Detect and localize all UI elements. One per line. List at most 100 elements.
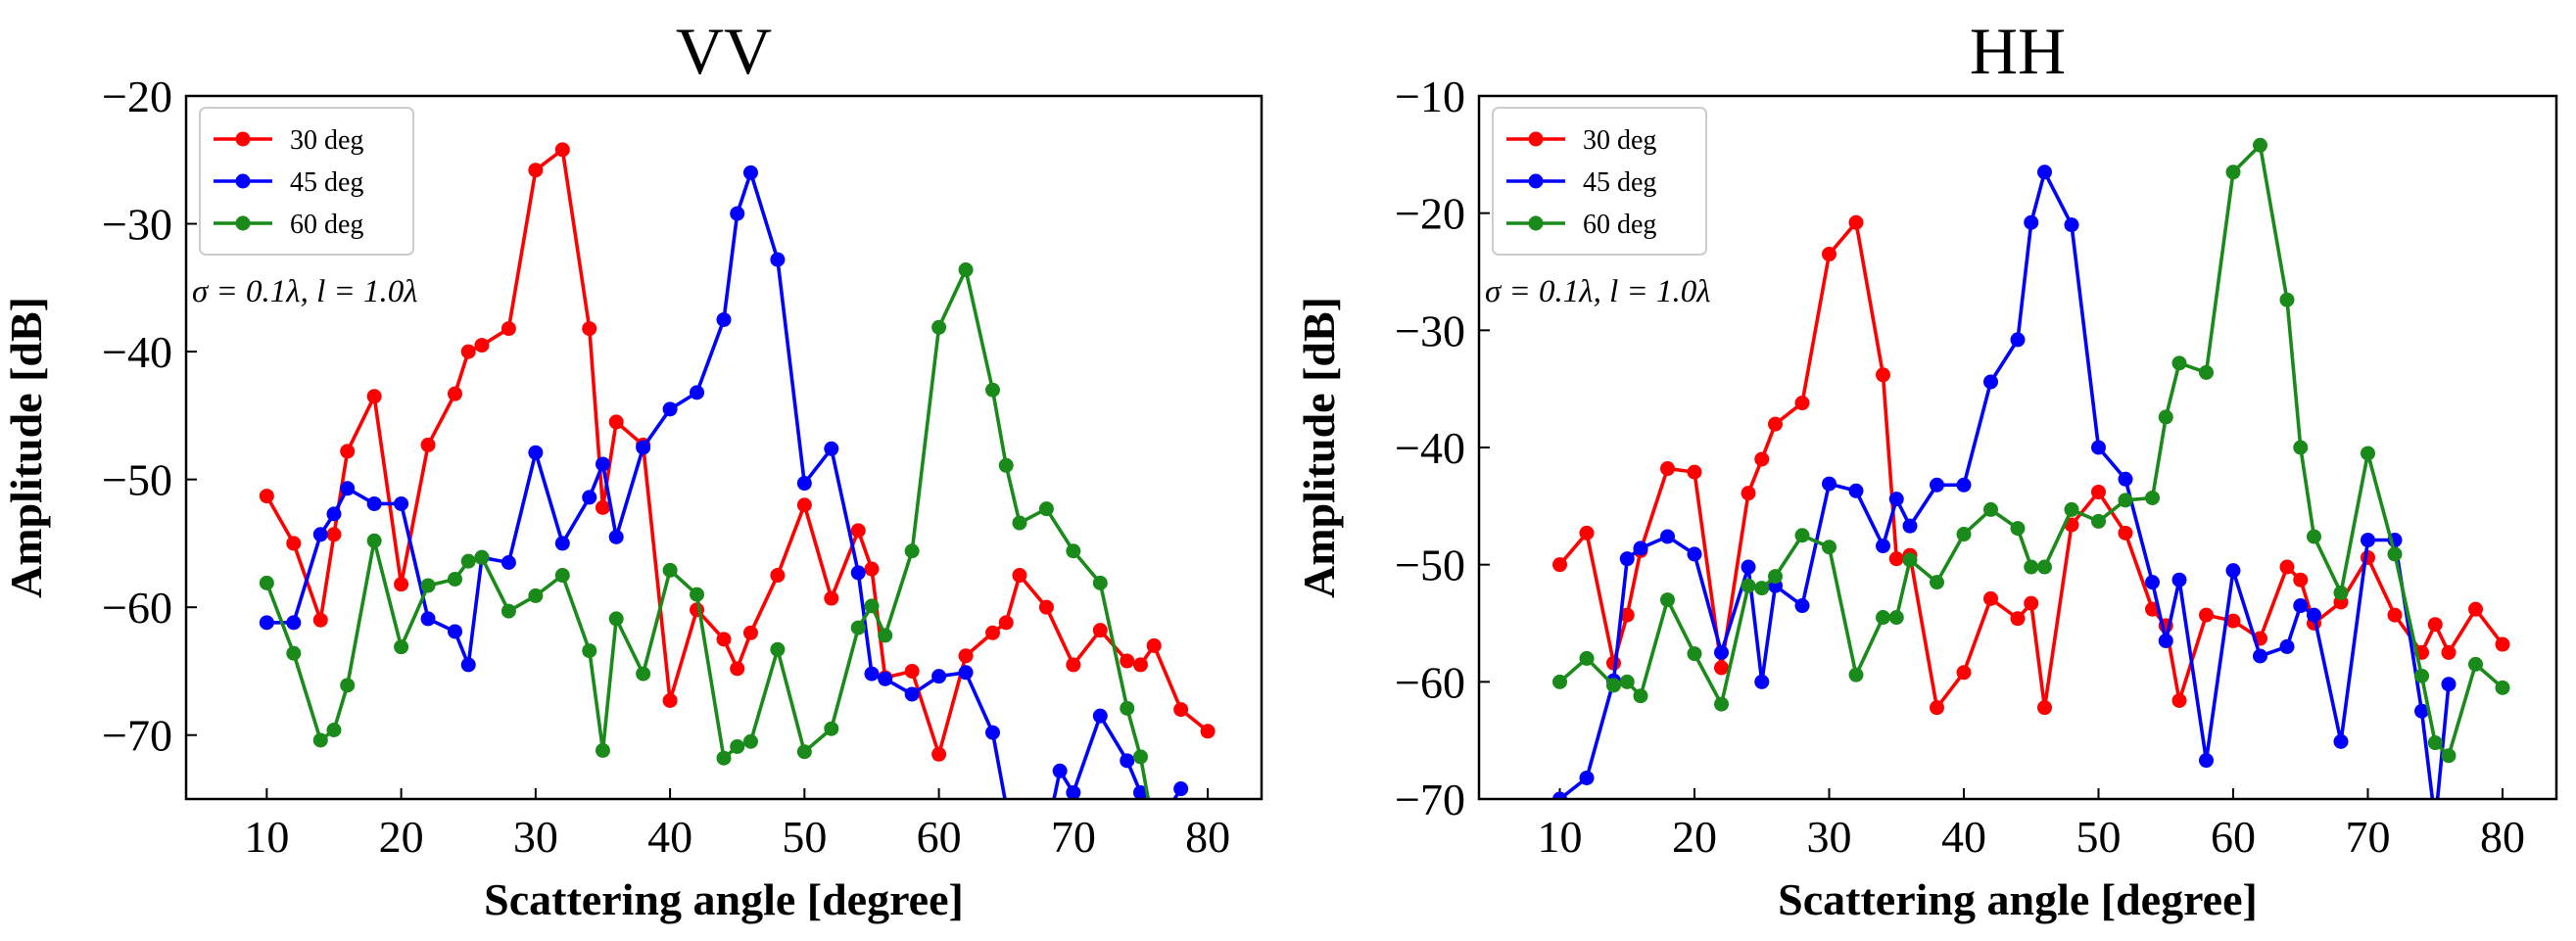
data-point bbox=[1066, 784, 1081, 799]
data-point bbox=[878, 628, 893, 643]
data-point bbox=[2010, 521, 2026, 537]
data-point bbox=[2279, 638, 2295, 654]
data-point bbox=[850, 565, 866, 581]
data-point bbox=[998, 457, 1014, 473]
y-axis-label: Amplitude [dB] bbox=[1294, 297, 1344, 598]
data-point bbox=[2091, 484, 2106, 499]
data-point bbox=[2307, 529, 2321, 544]
data-point bbox=[448, 624, 462, 639]
vv-panel: VV 10 20 30 40 50 60 70 80 −70 −60 −50 −40 −30 −20 Scat… bbox=[1, 14, 1264, 924]
data-point bbox=[662, 562, 678, 578]
series-blue bbox=[259, 165, 1189, 799]
data-point bbox=[1930, 700, 1944, 716]
data-point bbox=[1012, 568, 1027, 584]
x-tick-label: 20 bbox=[379, 812, 424, 862]
data-point bbox=[460, 657, 476, 673]
data-point bbox=[958, 648, 974, 664]
data-point bbox=[528, 163, 544, 178]
data-point bbox=[1714, 696, 1729, 712]
data-point bbox=[2279, 292, 2295, 307]
data-point bbox=[2171, 355, 2187, 371]
data-point bbox=[595, 456, 610, 472]
data-point bbox=[2171, 572, 2187, 588]
x-tick-label: 10 bbox=[1538, 812, 1583, 862]
data-point bbox=[2293, 440, 2309, 455]
legend-label: 30 deg bbox=[1583, 125, 1656, 156]
data-point bbox=[2010, 332, 2026, 348]
data-point bbox=[2118, 493, 2133, 508]
data-point bbox=[366, 495, 382, 511]
data-point bbox=[528, 588, 544, 603]
data-point bbox=[259, 575, 274, 590]
data-point bbox=[716, 632, 732, 647]
data-point bbox=[366, 533, 382, 548]
data-point bbox=[904, 686, 920, 702]
data-point bbox=[1173, 702, 1189, 718]
data-point bbox=[2361, 446, 2375, 461]
data-point bbox=[1660, 529, 1675, 544]
data-point bbox=[2225, 563, 2241, 579]
data-point bbox=[286, 615, 302, 631]
data-point bbox=[608, 414, 624, 430]
legend-swatch-marker bbox=[235, 215, 251, 231]
data-point bbox=[340, 481, 356, 496]
data-point bbox=[1848, 483, 1864, 498]
data-point bbox=[1930, 575, 1944, 590]
data-point bbox=[448, 386, 462, 401]
data-point bbox=[904, 543, 920, 559]
data-point bbox=[2361, 533, 2375, 548]
data-point bbox=[2441, 748, 2457, 764]
data-point bbox=[2199, 607, 2214, 623]
roughness-annotation: σ = 0.1λ, l = 1.0λ bbox=[1485, 274, 1711, 309]
data-point bbox=[2118, 471, 2133, 487]
data-point bbox=[1876, 610, 1890, 626]
data-point bbox=[1660, 461, 1675, 477]
data-point bbox=[1038, 501, 1054, 517]
data-point bbox=[864, 598, 880, 614]
data-point bbox=[1579, 650, 1595, 666]
data-point bbox=[1888, 492, 1904, 507]
data-point bbox=[1120, 653, 1135, 669]
data-point bbox=[824, 590, 839, 606]
data-point bbox=[1768, 416, 1783, 432]
data-point bbox=[1930, 477, 1944, 493]
data-point bbox=[608, 529, 624, 544]
data-point bbox=[1848, 667, 1864, 682]
data-point bbox=[716, 311, 732, 327]
data-point bbox=[595, 499, 610, 515]
data-point bbox=[2253, 137, 2267, 153]
data-point bbox=[770, 641, 786, 657]
data-point bbox=[2428, 815, 2443, 829]
data-point bbox=[474, 549, 490, 565]
data-point bbox=[662, 692, 678, 708]
data-point bbox=[742, 733, 758, 749]
series-green bbox=[1552, 137, 2510, 764]
data-point bbox=[931, 669, 947, 684]
data-point bbox=[2118, 525, 2133, 541]
x-tick-label: 30 bbox=[1807, 812, 1852, 862]
series-green bbox=[259, 262, 1151, 799]
plot-frame bbox=[184, 94, 1264, 801]
data-point bbox=[742, 165, 758, 180]
data-point bbox=[985, 382, 1000, 398]
data-point bbox=[582, 321, 597, 337]
data-point bbox=[1619, 607, 1635, 623]
data-point bbox=[1956, 665, 1972, 681]
data-point bbox=[1012, 515, 1027, 531]
data-point bbox=[1714, 644, 1729, 660]
data-point bbox=[1687, 646, 1702, 662]
data-point bbox=[554, 536, 570, 551]
x-tick-label: 70 bbox=[1051, 812, 1096, 862]
data-point bbox=[2024, 214, 2039, 230]
data-point bbox=[770, 568, 786, 584]
data-point bbox=[1606, 678, 1621, 693]
data-point bbox=[554, 142, 570, 158]
data-point bbox=[420, 611, 436, 627]
x-axis-label: Scattering angle [degree] bbox=[1778, 874, 2258, 924]
data-point bbox=[742, 625, 758, 640]
data-point bbox=[326, 723, 342, 738]
data-point bbox=[1619, 674, 1635, 689]
y-tick-label: −50 bbox=[102, 455, 172, 505]
data-point bbox=[326, 527, 342, 542]
